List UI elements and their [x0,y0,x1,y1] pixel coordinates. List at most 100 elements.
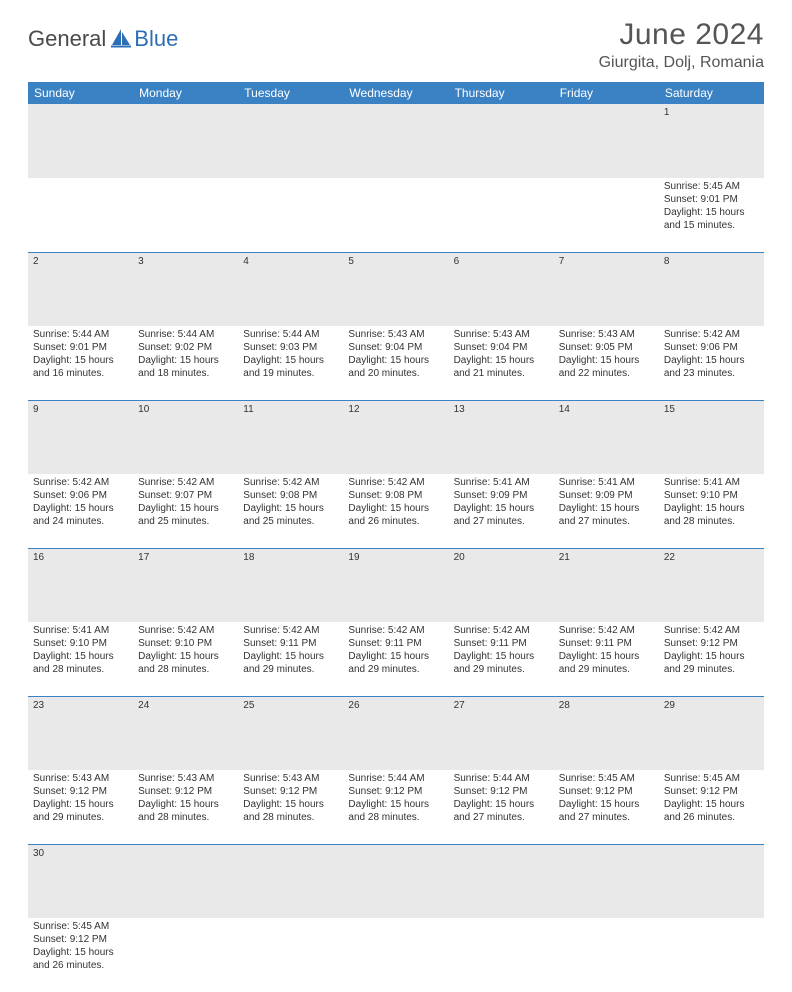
day-cell: Sunrise: 5:43 AMSunset: 9:12 PMDaylight:… [133,770,238,844]
day-cell: Sunrise: 5:45 AMSunset: 9:12 PMDaylight:… [554,770,659,844]
day-cell: Sunrise: 5:42 AMSunset: 9:06 PMDaylight:… [659,326,764,400]
weekday-header: Tuesday [238,82,343,104]
daylight-text: and 29 minutes. [559,663,654,676]
day-cell [659,918,764,992]
sunset-text: Sunset: 9:07 PM [138,489,233,502]
sunset-text: Sunset: 9:04 PM [454,341,549,354]
daylight-text: and 19 minutes. [243,367,338,380]
daylight-text: Daylight: 15 hours [348,354,443,367]
sunrise-text: Sunrise: 5:45 AM [664,772,759,785]
day-number: 9 [28,400,133,474]
day-number: 19 [343,548,448,622]
daylight-text: and 22 minutes. [559,367,654,380]
day-number: 3 [133,252,238,326]
daylight-text: Daylight: 15 hours [559,798,654,811]
day-number: 12 [343,400,448,474]
sunset-text: Sunset: 9:06 PM [33,489,128,502]
daylight-text: and 28 minutes. [348,811,443,824]
daylight-text: Daylight: 15 hours [33,798,128,811]
sunrise-text: Sunrise: 5:44 AM [243,328,338,341]
sunrise-text: Sunrise: 5:43 AM [454,328,549,341]
day-number [449,844,554,918]
day-cell: Sunrise: 5:43 AMSunset: 9:05 PMDaylight:… [554,326,659,400]
daylight-text: Daylight: 15 hours [243,798,338,811]
day-number: 26 [343,696,448,770]
sunset-text: Sunset: 9:10 PM [664,489,759,502]
sunrise-text: Sunrise: 5:42 AM [33,476,128,489]
day-number [343,104,448,178]
daylight-text: and 25 minutes. [243,515,338,528]
sunrise-text: Sunrise: 5:45 AM [559,772,654,785]
day-cell: Sunrise: 5:44 AMSunset: 9:03 PMDaylight:… [238,326,343,400]
day-number-row: 1 [28,104,764,178]
sunrise-text: Sunrise: 5:42 AM [664,624,759,637]
sunset-text: Sunset: 9:11 PM [348,637,443,650]
sunrise-text: Sunrise: 5:43 AM [348,328,443,341]
day-number: 6 [449,252,554,326]
sunset-text: Sunset: 9:11 PM [243,637,338,650]
day-cell: Sunrise: 5:42 AMSunset: 9:10 PMDaylight:… [133,622,238,696]
daylight-text: and 29 minutes. [348,663,443,676]
day-cell: Sunrise: 5:42 AMSunset: 9:08 PMDaylight:… [343,474,448,548]
sunrise-text: Sunrise: 5:42 AM [348,624,443,637]
day-number: 1 [659,104,764,178]
daylight-text: Daylight: 15 hours [559,354,654,367]
daylight-text: and 28 minutes. [138,663,233,676]
day-content-row: Sunrise: 5:45 AMSunset: 9:12 PMDaylight:… [28,918,764,992]
month-title: June 2024 [599,18,764,52]
daylight-text: Daylight: 15 hours [243,354,338,367]
sunset-text: Sunset: 9:03 PM [243,341,338,354]
sunrise-text: Sunrise: 5:42 AM [348,476,443,489]
sunset-text: Sunset: 9:12 PM [33,933,128,946]
sunset-text: Sunset: 9:09 PM [454,489,549,502]
day-cell: Sunrise: 5:42 AMSunset: 9:11 PMDaylight:… [343,622,448,696]
weekday-header: Monday [133,82,238,104]
daylight-text: and 29 minutes. [454,663,549,676]
day-number: 25 [238,696,343,770]
sunrise-text: Sunrise: 5:41 AM [664,476,759,489]
sunrise-text: Sunrise: 5:45 AM [664,180,759,193]
day-number: 24 [133,696,238,770]
daylight-text: Daylight: 15 hours [559,502,654,515]
daylight-text: Daylight: 15 hours [454,798,549,811]
day-number: 18 [238,548,343,622]
day-number: 11 [238,400,343,474]
daylight-text: Daylight: 15 hours [348,502,443,515]
daylight-text: and 23 minutes. [664,367,759,380]
daylight-text: Daylight: 15 hours [348,650,443,663]
sunset-text: Sunset: 9:10 PM [138,637,233,650]
day-number [554,104,659,178]
logo-text-general: General [28,26,106,52]
day-number: 15 [659,400,764,474]
daylight-text: Daylight: 15 hours [559,650,654,663]
day-cell [28,178,133,252]
daylight-text: and 28 minutes. [243,811,338,824]
daylight-text: and 27 minutes. [559,515,654,528]
day-number-row: 30 [28,844,764,918]
daylight-text: Daylight: 15 hours [243,650,338,663]
sunrise-text: Sunrise: 5:43 AM [559,328,654,341]
day-content-row: Sunrise: 5:42 AMSunset: 9:06 PMDaylight:… [28,474,764,548]
day-number: 22 [659,548,764,622]
daylight-text: Daylight: 15 hours [243,502,338,515]
sunrise-text: Sunrise: 5:42 AM [243,476,338,489]
day-cell: Sunrise: 5:42 AMSunset: 9:11 PMDaylight:… [238,622,343,696]
daylight-text: and 28 minutes. [33,663,128,676]
day-number [238,104,343,178]
day-number: 27 [449,696,554,770]
day-cell [238,918,343,992]
sunset-text: Sunset: 9:12 PM [243,785,338,798]
day-cell: Sunrise: 5:45 AMSunset: 9:12 PMDaylight:… [28,918,133,992]
day-cell [133,178,238,252]
sunset-text: Sunset: 9:12 PM [33,785,128,798]
daylight-text: Daylight: 15 hours [664,502,759,515]
day-cell: Sunrise: 5:42 AMSunset: 9:11 PMDaylight:… [449,622,554,696]
calendar-table: Sunday Monday Tuesday Wednesday Thursday… [28,82,764,992]
sunset-text: Sunset: 9:12 PM [454,785,549,798]
sunrise-text: Sunrise: 5:41 AM [33,624,128,637]
day-number: 5 [343,252,448,326]
day-cell: Sunrise: 5:43 AMSunset: 9:04 PMDaylight:… [343,326,448,400]
sunset-text: Sunset: 9:04 PM [348,341,443,354]
day-number: 13 [449,400,554,474]
daylight-text: Daylight: 15 hours [664,206,759,219]
